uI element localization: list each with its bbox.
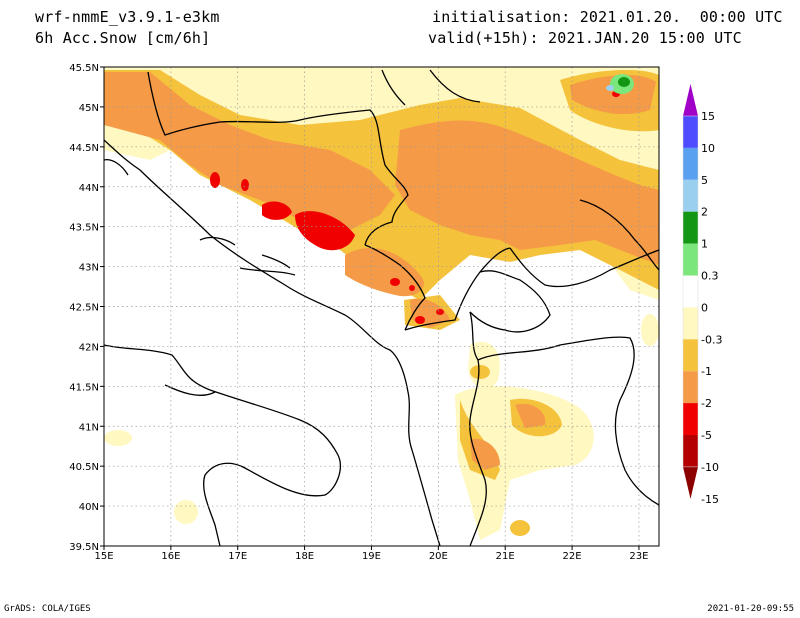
colorbar-label: 1 [701, 238, 708, 251]
colorbar-swatch [683, 147, 698, 180]
colorbar-label: -0.3 [701, 333, 722, 346]
colorbar-swatch [683, 339, 698, 372]
lat-tick-label: 40.5N [69, 462, 99, 473]
colorbar-label: -2 [701, 397, 712, 410]
lat-tick-label: 39.5N [69, 542, 99, 553]
lat-tick-label: 42N [79, 342, 99, 353]
colorbar-top-arrow [683, 84, 698, 116]
lon-tick-label: 17E [228, 551, 247, 562]
colorbar-label: 0 [701, 301, 708, 314]
colorbar-label: 2 [701, 206, 708, 219]
colorbar-label: -1 [701, 365, 712, 378]
colorbar-swatch [683, 307, 698, 340]
lon-tick-label: 22E [563, 551, 582, 562]
field-name: 6h Acc.Snow [cm/6h] [35, 29, 211, 47]
lon-tick-label: 15E [94, 551, 113, 562]
lat-tick-label: 45.5N [69, 63, 99, 74]
colorbar-swatch [683, 275, 698, 308]
lat-tick-label: 44N [79, 183, 99, 194]
lat-tick-label: 45N [79, 103, 99, 114]
lon-tick-label: 18E [295, 551, 314, 562]
lat-tick-label: 44.5N [69, 143, 99, 154]
colorbar-label: 5 [701, 174, 708, 187]
lat-tick-label: 41N [79, 422, 99, 433]
colorbar-bottom-arrow [683, 466, 698, 499]
colorbar-label: 15 [701, 110, 715, 123]
colorbar-swatch [683, 403, 698, 435]
colorbar-outline [682, 115, 699, 468]
lat-tick-label: 43.5N [69, 223, 99, 234]
colorbar-swatch [683, 371, 698, 404]
lon-tick-label: 23E [629, 551, 648, 562]
colorbar-label: 10 [701, 142, 715, 155]
latitude-labels: 39.5N 40N 40.5N 41N 41.5N 42N 42.5N 43N 43.5N 44N… [69, 63, 104, 553]
lat-tick-label: 41.5N [69, 382, 99, 393]
lat-tick-label: 40N [79, 502, 99, 513]
lon-tick-label: 19E [362, 551, 381, 562]
colorbar-swatch [683, 243, 698, 276]
lon-tick-label: 16E [161, 551, 180, 562]
colorbar-swatch [683, 435, 698, 467]
colorbar-label: -15 [701, 493, 719, 506]
longitude-labels: 15E 16E 17E 18E 19E 20E 21E 22E 23E [94, 546, 648, 562]
lat-tick-label: 42.5N [69, 303, 99, 314]
lon-tick-label: 20E [429, 551, 448, 562]
initialisation-time: initialisation: 2021.01.20. 00:00 UTC [432, 8, 783, 26]
model-name: wrf-nmmE_v3.9.1-e3km [35, 8, 220, 26]
colorbar-label: -5 [701, 429, 712, 442]
snow-field [104, 67, 659, 540]
valid-time: valid(+15h): 2021.JAN.20 15:00 UTC [428, 29, 742, 47]
gridlines [104, 67, 659, 546]
colorbar-swatch [683, 116, 698, 148]
coastlines-and-borders [104, 69, 659, 546]
colorbar-swatch [683, 211, 698, 244]
colorbar-label: -10 [701, 461, 719, 474]
lon-tick-label: 21E [496, 551, 515, 562]
colorbar: 15 10 5 2 1 0.3 0 -0.3 -1 -2 -5 -10 -15 [682, 84, 722, 506]
colorbar-label: 0.3 [701, 270, 719, 283]
footer-credit: GrADS: COLA/IGES [4, 604, 91, 614]
footer-timestamp: 2021-01-20-09:55 [707, 604, 794, 614]
colorbar-swatch [683, 179, 698, 212]
lat-tick-label: 43N [79, 263, 99, 274]
